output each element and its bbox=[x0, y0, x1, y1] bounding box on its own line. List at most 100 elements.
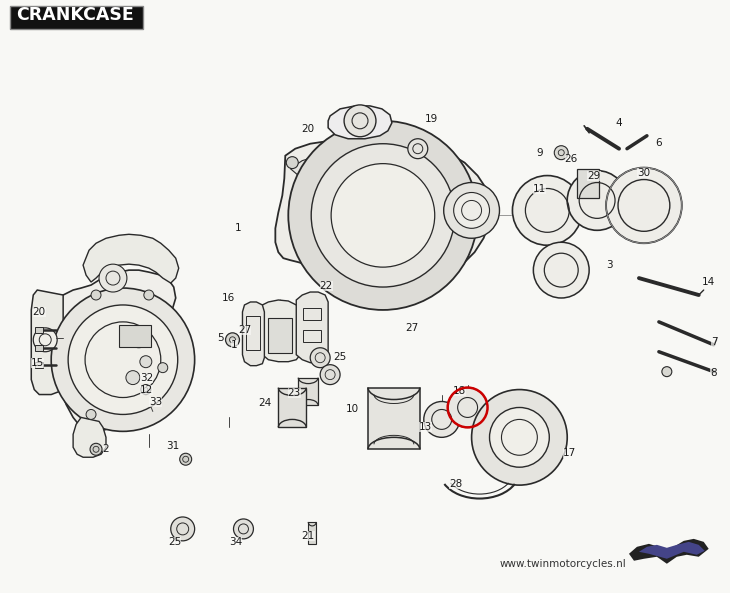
Text: 33: 33 bbox=[149, 397, 162, 407]
Bar bbox=[368, 388, 420, 449]
Text: 19: 19 bbox=[425, 114, 439, 124]
Text: 5: 5 bbox=[218, 333, 224, 343]
Circle shape bbox=[447, 388, 488, 428]
Polygon shape bbox=[83, 234, 179, 283]
Text: 15: 15 bbox=[31, 358, 44, 368]
Text: 24: 24 bbox=[258, 397, 271, 407]
Circle shape bbox=[126, 371, 140, 385]
Text: 29: 29 bbox=[588, 171, 601, 181]
Text: 12: 12 bbox=[140, 385, 153, 394]
Text: 25: 25 bbox=[334, 352, 347, 362]
Circle shape bbox=[310, 347, 330, 368]
Polygon shape bbox=[291, 151, 463, 276]
Text: 27: 27 bbox=[405, 323, 418, 333]
Text: 11: 11 bbox=[533, 183, 546, 193]
Text: 32: 32 bbox=[140, 372, 153, 382]
Circle shape bbox=[567, 171, 627, 230]
Polygon shape bbox=[296, 292, 328, 363]
Circle shape bbox=[90, 444, 102, 455]
Circle shape bbox=[288, 121, 477, 310]
Text: 2: 2 bbox=[103, 444, 110, 454]
Bar bbox=[303, 308, 321, 320]
Circle shape bbox=[158, 363, 168, 372]
Circle shape bbox=[472, 390, 567, 485]
Text: 22: 22 bbox=[320, 281, 333, 291]
Bar bbox=[278, 388, 306, 428]
Circle shape bbox=[534, 243, 589, 298]
Circle shape bbox=[68, 305, 177, 415]
Circle shape bbox=[171, 517, 195, 541]
Circle shape bbox=[662, 366, 672, 377]
Circle shape bbox=[331, 164, 435, 267]
Text: 6: 6 bbox=[656, 138, 662, 148]
Bar bbox=[35, 327, 43, 333]
Circle shape bbox=[180, 453, 192, 465]
Circle shape bbox=[408, 139, 428, 159]
Text: 3: 3 bbox=[606, 260, 612, 270]
Circle shape bbox=[51, 288, 195, 431]
Text: 21: 21 bbox=[301, 531, 315, 541]
Circle shape bbox=[490, 407, 549, 467]
Text: 10: 10 bbox=[345, 404, 358, 415]
Circle shape bbox=[91, 290, 101, 300]
Text: 7: 7 bbox=[711, 337, 718, 347]
Text: 18: 18 bbox=[453, 385, 466, 396]
Circle shape bbox=[320, 365, 340, 385]
Bar bbox=[303, 330, 321, 342]
Polygon shape bbox=[328, 106, 392, 139]
Bar bbox=[299, 378, 318, 406]
Text: 14: 14 bbox=[702, 277, 715, 287]
Circle shape bbox=[34, 328, 57, 352]
Circle shape bbox=[131, 332, 147, 347]
Bar bbox=[269, 318, 292, 353]
Circle shape bbox=[424, 401, 460, 437]
Text: 1: 1 bbox=[231, 340, 238, 350]
Circle shape bbox=[234, 519, 253, 539]
Circle shape bbox=[311, 144, 455, 287]
Circle shape bbox=[453, 193, 490, 228]
Text: 16: 16 bbox=[222, 293, 235, 303]
Polygon shape bbox=[639, 542, 704, 559]
Text: 17: 17 bbox=[563, 448, 576, 458]
Text: www.twinmotorcycles.nl: www.twinmotorcycles.nl bbox=[499, 559, 626, 569]
Bar bbox=[119, 325, 151, 347]
Text: 9: 9 bbox=[536, 148, 542, 158]
Bar bbox=[35, 362, 43, 368]
Polygon shape bbox=[258, 300, 300, 362]
Polygon shape bbox=[73, 417, 106, 457]
Circle shape bbox=[344, 105, 376, 137]
Bar bbox=[577, 168, 599, 199]
Text: 27: 27 bbox=[238, 325, 251, 335]
Circle shape bbox=[141, 385, 151, 394]
Text: 20: 20 bbox=[301, 124, 315, 134]
Bar bbox=[308, 522, 316, 544]
Circle shape bbox=[554, 146, 568, 160]
Circle shape bbox=[86, 410, 96, 419]
Polygon shape bbox=[31, 290, 64, 394]
Text: 13: 13 bbox=[419, 422, 432, 432]
Polygon shape bbox=[51, 270, 179, 432]
Text: 26: 26 bbox=[564, 154, 578, 164]
Text: 34: 34 bbox=[229, 537, 242, 547]
Circle shape bbox=[144, 290, 154, 300]
Circle shape bbox=[226, 333, 239, 347]
Text: 4: 4 bbox=[615, 118, 623, 128]
FancyBboxPatch shape bbox=[10, 5, 143, 29]
Circle shape bbox=[444, 183, 499, 238]
Text: 31: 31 bbox=[166, 441, 180, 451]
Text: CRANKCASE: CRANKCASE bbox=[16, 6, 134, 24]
Text: 28: 28 bbox=[449, 479, 462, 489]
Circle shape bbox=[99, 264, 127, 292]
Circle shape bbox=[606, 168, 682, 243]
Bar bbox=[247, 316, 261, 350]
Text: 25: 25 bbox=[168, 537, 181, 547]
Polygon shape bbox=[629, 539, 709, 564]
Circle shape bbox=[512, 176, 582, 246]
Bar bbox=[35, 345, 43, 350]
Text: 1: 1 bbox=[235, 224, 242, 233]
Circle shape bbox=[140, 356, 152, 368]
Text: 23: 23 bbox=[288, 388, 301, 397]
Polygon shape bbox=[275, 139, 491, 302]
Text: 8: 8 bbox=[710, 368, 717, 378]
Circle shape bbox=[286, 157, 299, 168]
